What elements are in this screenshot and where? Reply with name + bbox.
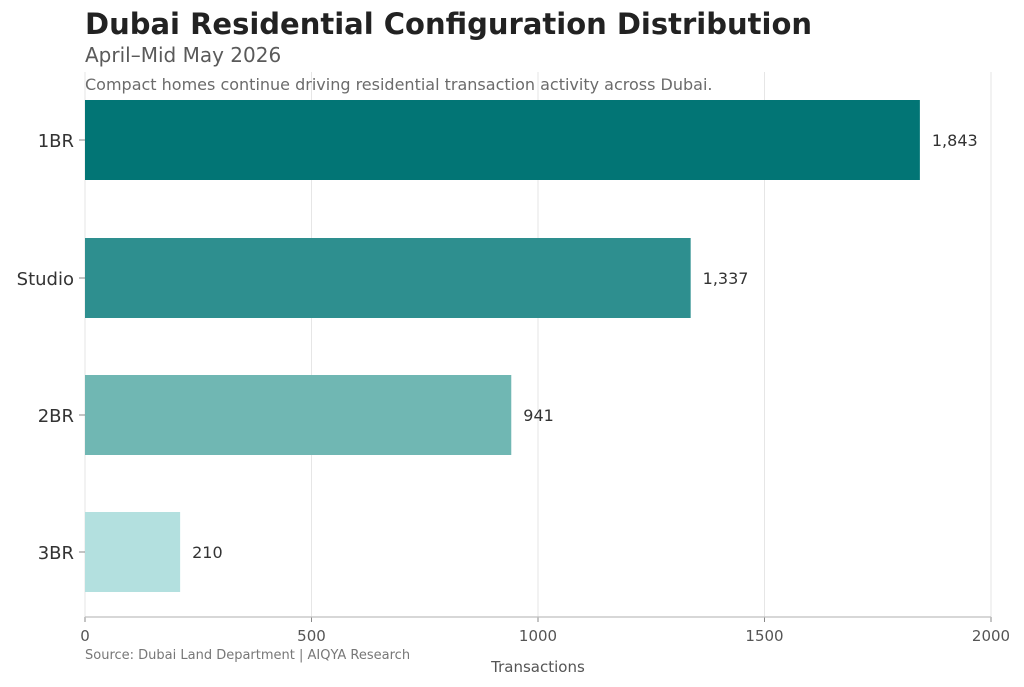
x-tick-label: 1000: [519, 627, 557, 645]
x-tick-label: 2000: [972, 627, 1010, 645]
bar-2br: [85, 375, 512, 455]
axis-layer: 0 500 1000 1500 2000 1BR Studio 2BR 3BR: [17, 131, 1010, 645]
chart-subtitle: April–Mid May 2026: [85, 43, 281, 67]
bar-1br: [85, 100, 920, 180]
chart-title: Dubai Residential Configuration Distribu…: [85, 7, 812, 41]
x-tick-label: 500: [297, 627, 326, 645]
bar-studio: [85, 238, 691, 318]
category-label: 1BR: [38, 131, 74, 152]
x-axis-title: Transactions: [490, 658, 585, 676]
chart-annotation: Compact homes continue driving residenti…: [85, 75, 712, 94]
value-label: 941: [523, 406, 554, 425]
category-label: 3BR: [38, 543, 74, 564]
x-tick-label: 0: [80, 627, 90, 645]
value-label: 210: [192, 543, 223, 562]
chart-source: Source: Dubai Land Department | AIQYA Re…: [85, 648, 410, 663]
value-label: 1,337: [703, 269, 749, 288]
bar-3br: [85, 512, 181, 592]
bar-layer: 1,843 1,337 941 210: [85, 100, 978, 592]
category-label: 2BR: [38, 406, 74, 427]
category-label: Studio: [17, 269, 74, 290]
x-tick-label: 1500: [745, 627, 783, 645]
value-label: 1,843: [932, 131, 978, 150]
